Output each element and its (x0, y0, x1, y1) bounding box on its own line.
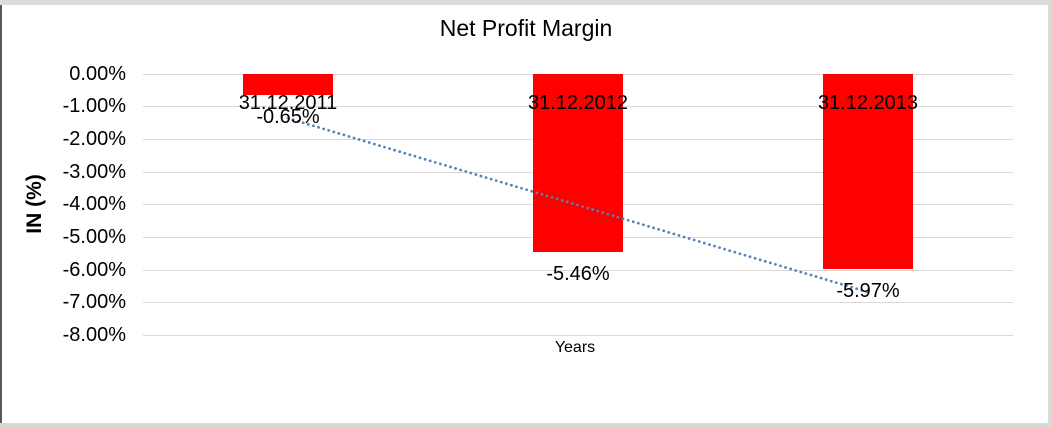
category-label: 31.12.2012 (527, 92, 629, 114)
canvas-border-left (0, 0, 2, 427)
data-label: -0.65% (256, 105, 320, 128)
y-axis-tick-label: -4.00% (62, 193, 126, 216)
category-label: 31.12.2011 (238, 92, 338, 114)
data-label: -5.97% (836, 279, 900, 302)
bar-31.12.2011 (243, 73, 333, 95)
x-axis-title: Years (554, 339, 596, 356)
data-label: -5.46% (546, 263, 610, 286)
y-axis-tick-label: -1.00% (62, 95, 126, 118)
category-label: 31.12.2013 (817, 92, 919, 114)
y-axis-tick-label: -3.00% (62, 160, 126, 183)
y-axis-tick-label: -7.00% (62, 291, 126, 314)
canvas-border-top (0, 0, 1052, 5)
y-axis-tick-label: -6.00% (62, 258, 126, 281)
gridline (143, 302, 1013, 304)
chart-title: Net Profit Margin (439, 15, 613, 41)
y-axis-tick-label: -2.00% (62, 127, 126, 150)
y-axis-tick-label: -5.00% (62, 226, 126, 248)
y-axis-tick-label: -8.00% (62, 324, 126, 347)
canvas-border-right (1048, 0, 1052, 427)
canvas-border-bottom (0, 423, 1052, 427)
y-axis-tick-label: 0.00% (69, 62, 126, 85)
gridline (143, 335, 1013, 337)
